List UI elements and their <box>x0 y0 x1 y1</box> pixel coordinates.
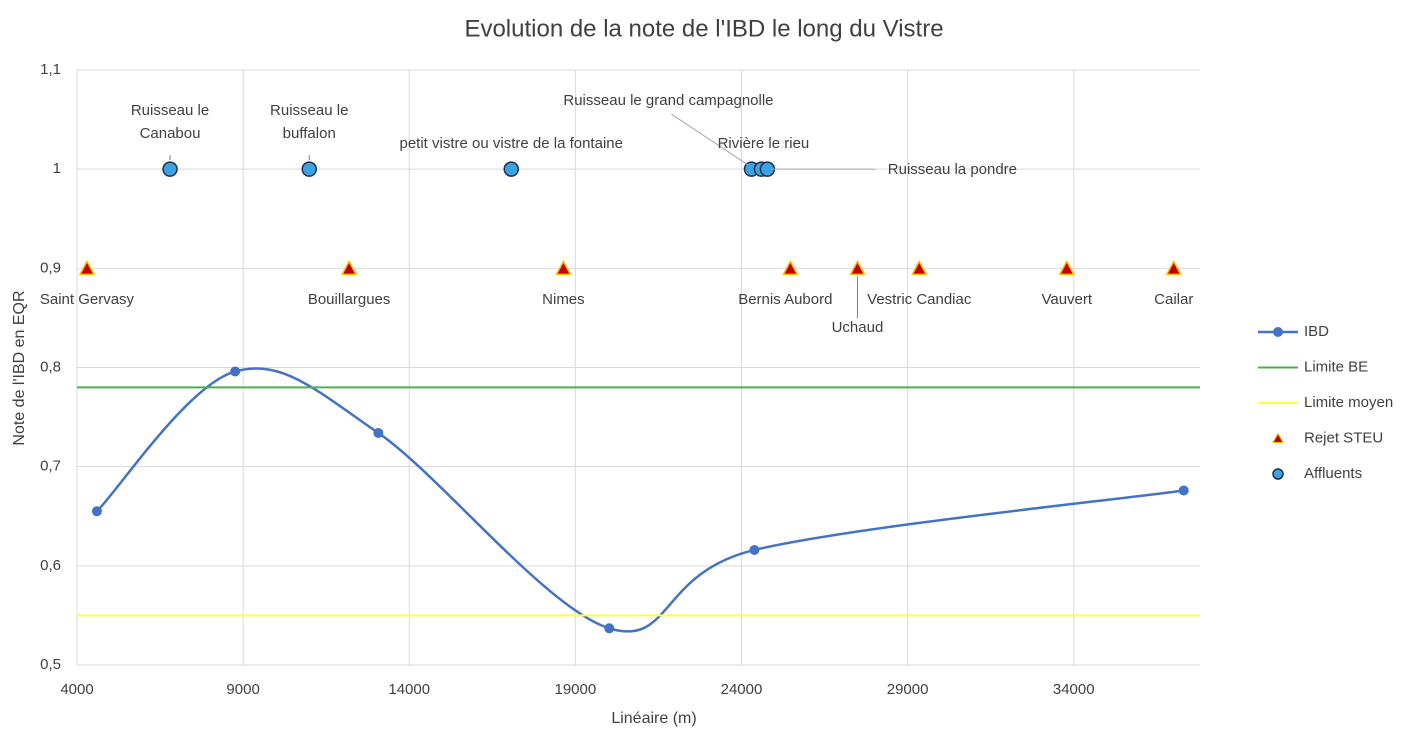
x-tick-label: 4000 <box>60 681 93 698</box>
steu-marker <box>340 259 358 276</box>
steu-marker <box>1165 259 1183 276</box>
y-tick-label: 0,8 <box>40 358 61 375</box>
steu-marker <box>555 259 572 276</box>
affluent-marker <box>503 161 519 177</box>
x-tick-label: 29000 <box>887 681 929 698</box>
steu-marker <box>1058 259 1076 276</box>
legend-label: Limite moyen <box>1304 394 1393 411</box>
y-tick-label: 0,5 <box>40 656 61 673</box>
steu-label: Vestric Candiac <box>867 291 972 309</box>
x-tick-label: 14000 <box>388 681 430 698</box>
steu-marker <box>849 259 866 276</box>
steu-label: Cailar <box>1154 291 1194 309</box>
steu-marker <box>910 259 928 276</box>
steu-marker <box>782 259 799 276</box>
y-tick-label: 1,1 <box>40 61 61 78</box>
legend-label: IBD <box>1304 323 1329 340</box>
steu-marker <box>78 259 96 276</box>
legend-label: Rejet STEU <box>1304 429 1383 446</box>
ibd-point <box>91 506 102 517</box>
legend-label: Limite BE <box>1304 358 1368 375</box>
ibd-point <box>1178 485 1189 496</box>
ibd-point <box>604 623 615 634</box>
x-tick-label: 19000 <box>555 681 597 698</box>
y-axis-title: Note de l'IBD en EQR <box>11 290 28 445</box>
x-axis-title: Linéaire (m) <box>611 710 696 727</box>
legend-swatch <box>1273 327 1283 337</box>
legend-label: Affluents <box>1304 465 1362 482</box>
steu-label: Vauvert <box>1041 291 1093 309</box>
ibd-line <box>96 367 1184 633</box>
y-tick-label: 0,6 <box>40 557 61 574</box>
affluent-label: Ruisseau le buffalon <box>270 102 349 143</box>
y-tick-label: 0,7 <box>40 458 61 475</box>
x-tick-label: 34000 <box>1053 681 1095 698</box>
chart-title: Evolution de la note de l'IBD le long du… <box>464 15 943 42</box>
leader-line <box>671 113 749 166</box>
steu-label: Uchaud <box>831 319 884 337</box>
affluent-label: Ruisseau la pondre <box>887 161 1018 179</box>
legend-swatch <box>1272 468 1284 480</box>
x-tick-label: 9000 <box>226 681 259 698</box>
affluent-label: Ruisseau le Canabou <box>130 102 210 143</box>
steu-label: Nimes <box>542 291 585 309</box>
affluent-label: Rivière le rieu <box>717 135 810 153</box>
y-tick-label: 1 <box>53 160 61 177</box>
affluent-marker <box>162 161 178 177</box>
affluent-label: petit vistre ou vistre de la fontaine <box>399 135 623 153</box>
steu-label: Bernis Aubord <box>738 291 833 309</box>
legend-swatch <box>1272 432 1284 443</box>
x-tick-label: 24000 <box>721 681 763 698</box>
steu-label: Saint Gervasy <box>39 291 135 309</box>
affluent-marker <box>301 161 317 177</box>
ibd-point <box>230 366 241 377</box>
ibd-point <box>373 427 384 438</box>
ibd-point <box>749 544 760 555</box>
steu-label: Bouillargues <box>307 291 391 309</box>
y-tick-label: 0,9 <box>40 259 61 276</box>
affluent-label: Ruisseau le grand campagnolle <box>563 92 774 110</box>
